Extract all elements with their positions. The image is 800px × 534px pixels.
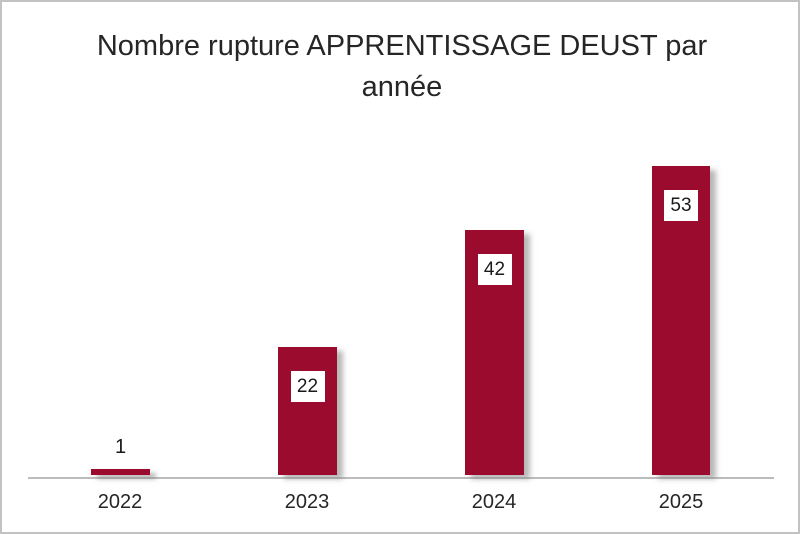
- x-axis: 2022 2023 2024 2025: [2, 491, 800, 519]
- x-tick-label: 2023: [284, 491, 330, 513]
- bar-2024: 42: [465, 230, 524, 475]
- x-tick-label: 2022: [97, 491, 143, 513]
- bar-2023: 22: [278, 347, 337, 475]
- x-tick-label: 2024: [471, 491, 517, 513]
- chart-title: Nombre rupture APPRENTISSAGE DEUST par a…: [96, 30, 708, 103]
- data-label: 1: [114, 436, 127, 458]
- bar-2025: 53: [652, 166, 710, 475]
- data-label: 42: [477, 254, 512, 285]
- x-tick-label: 2025: [658, 491, 704, 513]
- data-label: 22: [290, 371, 325, 402]
- data-label: 53: [664, 190, 698, 221]
- bar-2022: 1: [91, 436, 150, 475]
- x-axis-line: [28, 477, 774, 479]
